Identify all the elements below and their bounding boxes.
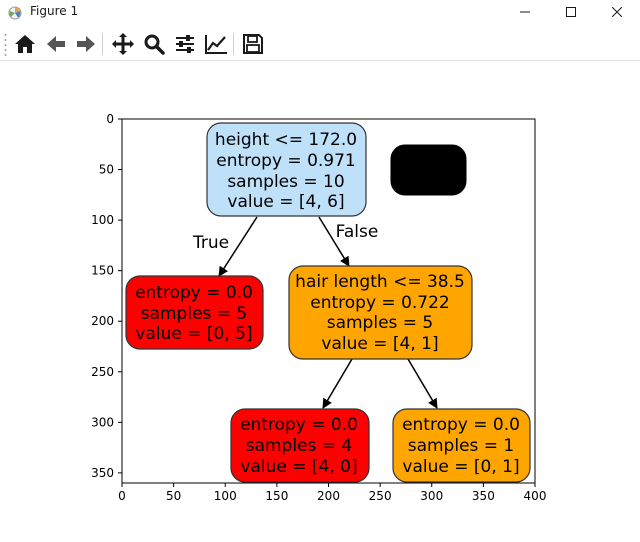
home-icon [15,35,35,53]
toolbar-separator [233,33,234,55]
home-button[interactable] [12,30,38,58]
edge-label-false: False [336,222,379,242]
node-root-line-2: entropy = 0.971 [216,151,356,171]
node-leaf-left-left: entropy = 0.0 samples = 4 value = [4, 0] [230,408,370,483]
node-leaf-left-right-line-3: value = [0, 1] [402,457,519,477]
edge-left-child [322,358,353,409]
node-right-split-line-3: samples = 5 [327,313,434,333]
node-left-leaf-box [125,275,264,350]
node-left-leaf-line-2: samples = 5 [141,304,248,324]
line-chart-icon [205,35,227,54]
y-tick-label: 100 [91,213,114,227]
y-tick-label: 300 [91,415,114,429]
plot-svg: 0 50 100 150 200 250 300 350 400 0 50 100 150 200 250… [91,112,546,503]
back-button[interactable] [43,30,69,58]
matplotlib-app-icon [8,5,22,20]
x-tick-label: 250 [369,489,392,503]
node-leaf-left-right-line-1: entropy = 0.0 [402,415,520,435]
node-right-split-line-4: value = [4, 1] [321,334,438,354]
close-button[interactable] [594,0,640,24]
node-leaf-left-right: entropy = 0.0 samples = 1 value = [0, 1] [392,408,531,483]
node-root-box [206,122,367,217]
x-axis: 0 50 100 150 200 250 300 350 400 [118,483,546,503]
y-tick-label: 50 [99,163,114,177]
maximize-button[interactable] [548,0,594,24]
floppy-disk-icon [243,34,263,54]
y-tick-label: 0 [106,112,114,126]
x-tick-label: 0 [118,489,126,503]
node-root: height <= 172.0 entropy = 0.971 samples … [206,122,367,217]
x-tick-label: 350 [472,489,495,503]
toolbar-grip[interactable] [4,32,7,56]
y-axis: 0 50 100 150 200 250 300 350 [91,112,122,480]
node-leaf-left-left-line-2: samples = 4 [246,436,353,456]
x-tick-label: 300 [420,489,443,503]
x-tick-label: 100 [214,489,237,503]
close-icon [612,7,622,17]
node-leaf-left-left-line-1: entropy = 0.0 [240,415,358,435]
pan-button[interactable] [110,30,136,58]
edge-right-child [407,358,438,409]
forward-button[interactable] [73,30,99,58]
navigation-toolbar [0,27,640,60]
node-left-leaf: entropy = 0.0 samples = 5 value = [0, 5] [125,275,264,350]
node-right-split-line-2: entropy = 0.722 [310,293,450,313]
edge-true [218,216,258,277]
arrow-right-icon [77,36,95,52]
y-tick-label: 200 [91,314,114,328]
edge-label-true: True [192,233,229,253]
y-tick-label: 350 [91,466,114,480]
title-bar: Figure 1 [0,0,640,24]
edit-axis-button[interactable] [203,30,229,58]
figure-canvas[interactable]: 0 50 100 150 200 250 300 350 400 0 50 100 150 200 250… [0,61,640,542]
sliders-icon [176,35,194,53]
minimize-button[interactable] [502,0,548,24]
y-tick-label: 150 [91,264,114,278]
x-tick-label: 200 [317,489,340,503]
node-left-leaf-line-1: entropy = 0.0 [135,283,253,303]
node-left-leaf-line-3: value = [0, 5] [135,324,252,344]
node-right-split-box [288,265,473,360]
node-root-line-1: height <= 172.0 [215,130,357,150]
node-leaf-left-right-line-2: samples = 1 [408,436,515,456]
maximize-icon [566,7,576,17]
edge-false [318,216,350,267]
minimize-icon [520,11,530,13]
save-button[interactable] [240,30,266,58]
node-leaf-left-right-box [392,408,531,483]
y-tick-label: 250 [91,365,114,379]
black-rounded-box [390,144,467,196]
toolbar-separator [102,33,103,55]
x-tick-label: 50 [166,489,181,503]
node-leaf-left-left-box [230,408,370,483]
window-title: Figure 1 [30,4,79,18]
node-right-split-line-1: hair length <= 38.5 [295,272,465,292]
node-root-line-3: samples = 10 [227,172,344,192]
configure-subplots-button[interactable] [172,30,198,58]
x-tick-label: 400 [524,489,547,503]
arrow-left-icon [47,36,65,52]
zoom-button[interactable] [141,30,167,58]
move-icon [112,33,134,55]
node-right-split: hair length <= 38.5 entropy = 0.722 samp… [288,265,473,360]
node-root-line-4: value = [4, 6] [227,192,344,212]
magnifier-icon [144,34,165,55]
node-leaf-left-left-line-3: value = [4, 0] [240,457,357,477]
x-tick-label: 150 [265,489,288,503]
toolbar-divider [0,60,640,61]
